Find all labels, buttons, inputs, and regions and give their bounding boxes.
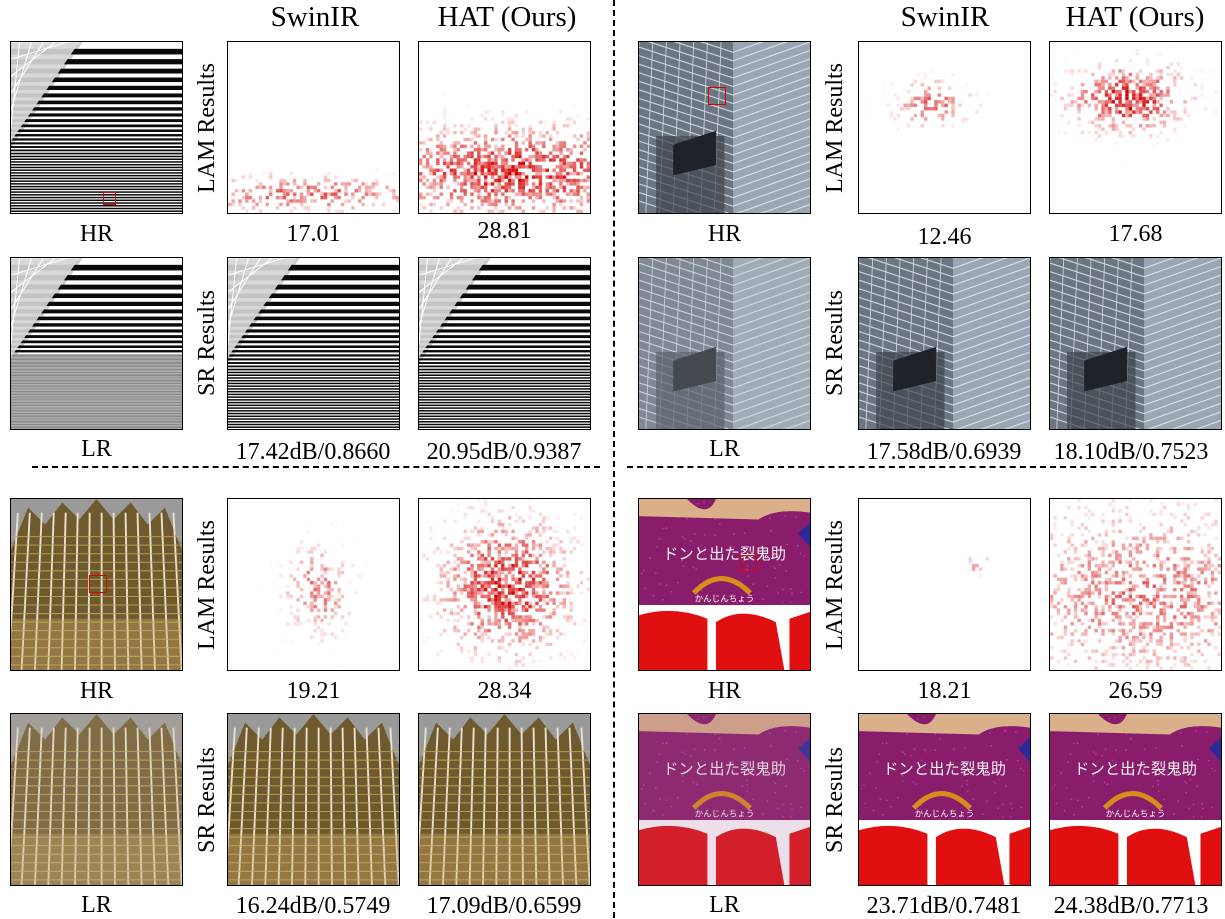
svg-text:かんじんちょう: かんじんちょう	[915, 809, 975, 820]
tl-hr-image	[10, 41, 183, 214]
tl-sr-swinir	[227, 257, 400, 430]
bl-lr-label: LR	[81, 892, 112, 918]
svg-text:かんじんちょう: かんじんちょう	[695, 809, 755, 820]
tl-lam-hat-score: 28.81	[477, 218, 532, 244]
tr-lam-hat	[1049, 41, 1222, 214]
br-sr-hat: ドンと出た裂鬼助かんじんちょう	[1049, 713, 1222, 886]
vertical-divider	[613, 0, 615, 918]
tr-hr-label: HR	[707, 221, 742, 247]
bl-sr-swinir-score: 16.24dB/0.5749	[235, 893, 391, 919]
br-lam-swinir	[858, 498, 1031, 671]
br-sr-row-label: SR Results	[822, 746, 848, 854]
horizontal-divider-left	[32, 466, 600, 468]
bl-hr-image	[10, 498, 183, 671]
br-sr-swinir: ドンと出た裂鬼助かんじんちょう	[858, 713, 1031, 886]
br-sr-swinir-score: 23.71dB/0.7481	[866, 893, 1022, 919]
tl-sr-swinir-score: 17.42dB/0.8660	[235, 439, 391, 465]
bl-sr-swinir	[227, 713, 400, 886]
svg-text:ドンと出た裂鬼助: ドンと出た裂鬼助	[1074, 760, 1197, 778]
br-hr-label: HR	[707, 678, 742, 704]
br-hr-image: ドンと出た裂鬼助かんじんちょう	[638, 498, 811, 671]
horizontal-divider-right	[627, 466, 1187, 468]
bl-sr-row-label: SR Results	[194, 746, 220, 854]
tr-lr-label: LR	[709, 436, 740, 462]
tl-sr-hat-score: 20.95dB/0.9387	[426, 439, 582, 465]
tr-roi-box	[708, 87, 726, 105]
tl-lr-label: LR	[81, 436, 112, 462]
header-swinir-left: SwinIR	[270, 1, 360, 33]
tr-sr-hat-score: 18.10dB/0.7523	[1053, 439, 1209, 465]
tr-sr-row-label: SR Results	[822, 289, 848, 397]
svg-text:かんじんちょう: かんじんちょう	[1106, 809, 1166, 820]
br-lam-swinir-score: 18.21	[917, 678, 972, 704]
tl-lam-hat	[418, 41, 591, 214]
svg-text:ドンと出た裂鬼助: ドンと出た裂鬼助	[883, 760, 1006, 778]
header-hat-left: HAT (Ours)	[437, 1, 577, 33]
br-lr-label: LR	[709, 892, 740, 918]
tl-lr-image	[10, 257, 183, 430]
svg-text:かんじんちょう: かんじんちょう	[695, 594, 755, 605]
tr-lam-swinir	[858, 41, 1031, 214]
svg-text:ドンと出た裂鬼助: ドンと出た裂鬼助	[663, 760, 786, 778]
tr-lr-image	[638, 257, 811, 430]
svg-text:ドンと出た裂鬼助: ドンと出た裂鬼助	[663, 545, 786, 563]
tl-lam-swinir-score: 17.01	[286, 221, 341, 247]
tr-sr-swinir-score: 17.58dB/0.6939	[866, 439, 1022, 465]
header-swinir-right: SwinIR	[900, 1, 990, 33]
br-lam-hat	[1049, 498, 1222, 671]
tr-lam-hat-score: 17.68	[1108, 221, 1163, 247]
bl-lam-swinir	[227, 498, 400, 671]
br-lam-row-label: LAM Results	[822, 520, 848, 651]
tl-sr-row-label: SR Results	[194, 289, 220, 397]
bl-hr-label: HR	[79, 678, 114, 704]
tl-roi-box	[103, 192, 116, 205]
br-sr-hat-score: 24.38dB/0.7713	[1053, 893, 1209, 919]
tr-lam-swinir-score: 12.46	[917, 224, 972, 250]
bl-sr-hat	[418, 713, 591, 886]
tr-sr-swinir	[858, 257, 1031, 430]
header-hat-right: HAT (Ours)	[1065, 1, 1205, 33]
bl-sr-hat-score: 17.09dB/0.6599	[426, 893, 582, 919]
tl-lam-swinir	[227, 41, 400, 214]
br-lam-hat-score: 26.59	[1108, 678, 1163, 704]
tr-hr-image	[638, 41, 811, 214]
bl-lam-swinir-score: 19.21	[286, 678, 341, 704]
bl-lr-image	[10, 713, 183, 886]
tl-sr-hat	[418, 257, 591, 430]
tr-lam-row-label: LAM Results	[822, 63, 848, 194]
bl-lam-hat	[418, 498, 591, 671]
tl-lam-row-label: LAM Results	[194, 63, 220, 194]
bl-lam-row-label: LAM Results	[194, 520, 220, 651]
tl-hr-label: HR	[79, 221, 114, 247]
bl-lam-hat-score: 28.34	[477, 678, 532, 704]
tr-sr-hat	[1049, 257, 1222, 430]
br-lr-image: ドンと出た裂鬼助かんじんちょう	[638, 713, 811, 886]
bl-roi-box	[89, 575, 107, 593]
br-roi-box	[740, 555, 757, 572]
